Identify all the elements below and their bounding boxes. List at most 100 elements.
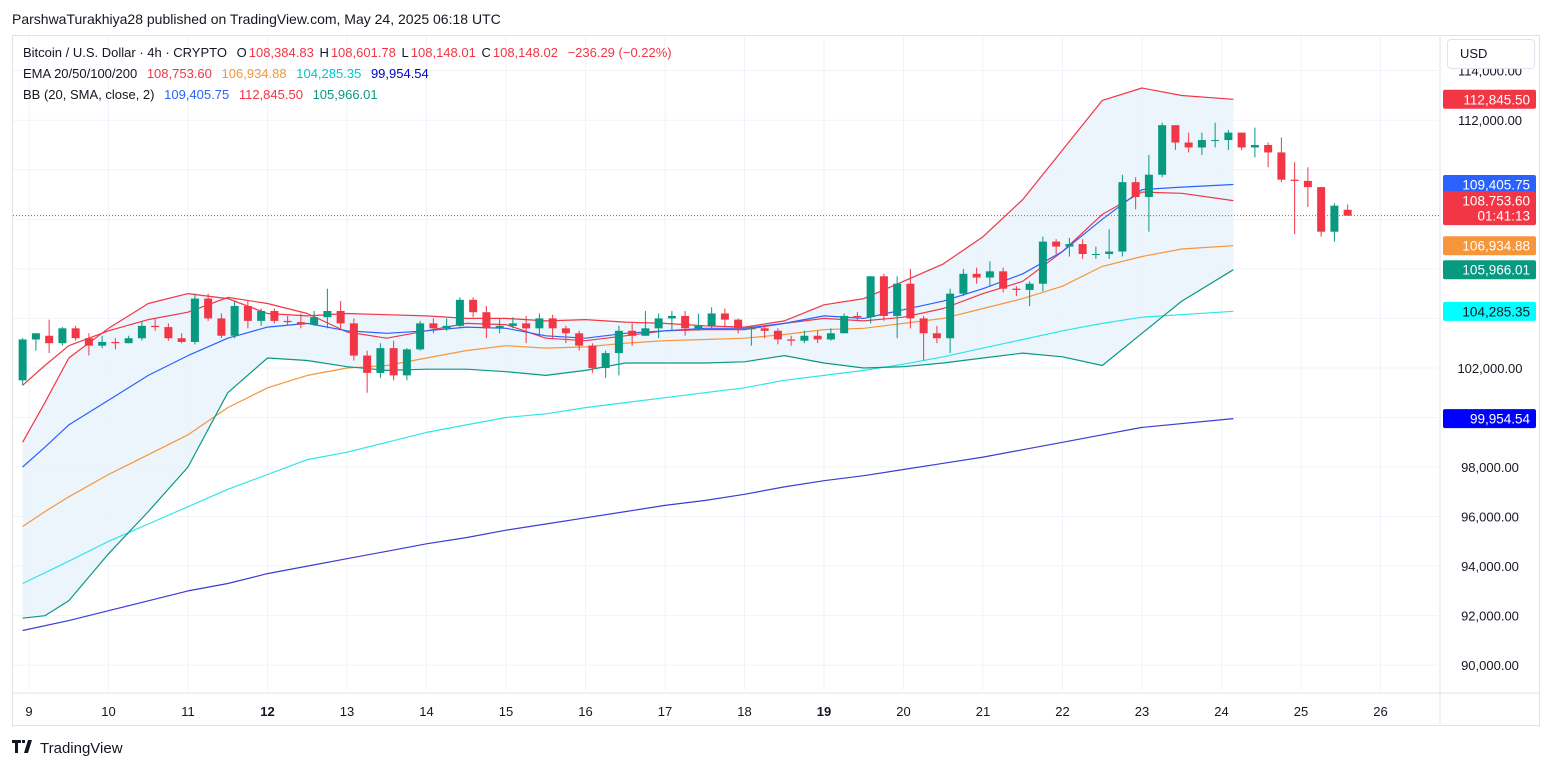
publication-byline: ParshwaTurakhiya28 published on TradingV… [12, 11, 501, 27]
candle-body [1343, 209, 1352, 216]
price-tag-label: 112,845.50 [1463, 92, 1530, 107]
candle-body [906, 283, 915, 319]
candlestick-series [18, 122, 1352, 393]
candle [561, 325, 570, 344]
candle-body [747, 328, 756, 330]
candle-body [959, 273, 968, 294]
candle-body [667, 315, 676, 319]
legend-ema: EMA 20/50/100/200 108,753.60 106,934.88 … [23, 66, 431, 82]
candle-body [628, 330, 637, 336]
candle [959, 268, 968, 297]
candle [217, 313, 226, 339]
bollinger-fill-area [22, 88, 1234, 619]
legend-ema-label: EMA 20/50/100/200 [23, 66, 138, 81]
candle [389, 340, 398, 381]
candle-body [84, 338, 93, 346]
candle [363, 350, 372, 393]
candle [601, 350, 610, 378]
price-tick-label: 98,000.00 [1461, 460, 1519, 475]
candle-body [641, 328, 650, 336]
candle [323, 288, 332, 329]
candle-body [482, 312, 491, 329]
time-tick-label: 23 [1135, 704, 1149, 719]
candle-body [1197, 140, 1206, 148]
legend-open: 108,384.83 [248, 45, 314, 60]
candle [1105, 229, 1114, 259]
candle [1065, 237, 1074, 257]
candle-body [1264, 145, 1273, 153]
candle-body [230, 306, 239, 336]
candle-body [349, 323, 358, 356]
candle-body [31, 333, 40, 340]
price-tick-label: 92,000.00 [1461, 609, 1519, 624]
candle [946, 288, 955, 354]
candle-body [1012, 288, 1021, 290]
price-tag: 112,845.50 [1443, 89, 1536, 109]
candle-body [575, 333, 584, 346]
candle-body [985, 271, 994, 278]
candle [349, 318, 358, 361]
candle [575, 330, 584, 351]
price-tick-label: 102,000.00 [1457, 361, 1522, 376]
candle-body [840, 315, 849, 334]
candle [1250, 127, 1259, 158]
candle [1197, 132, 1206, 155]
legend-bb-basis: 109,405.75 [164, 87, 230, 102]
candle-body [1290, 179, 1299, 181]
brand-name: TradingView [40, 740, 123, 757]
candle [1158, 122, 1167, 178]
candle [18, 338, 27, 386]
candle [230, 301, 239, 339]
candle-body [455, 299, 464, 326]
candle-body [548, 318, 557, 329]
candle [1211, 122, 1220, 148]
candle [1330, 203, 1339, 242]
candle [548, 314, 557, 339]
candle-body [787, 339, 796, 341]
candle [1012, 286, 1021, 297]
time-tick-label: 19 [817, 704, 831, 719]
candle-body [310, 317, 319, 325]
candle-body [720, 313, 729, 320]
candle-body [694, 325, 703, 329]
candle [283, 315, 292, 326]
candle [1237, 132, 1246, 150]
candle-body [879, 276, 888, 316]
candle [482, 306, 491, 339]
time-tick-label: 17 [658, 704, 672, 719]
candle-body [137, 325, 146, 339]
price-tag-bg [1443, 236, 1536, 256]
candle-body [866, 276, 875, 318]
candle [495, 318, 504, 334]
price-tag: 01:41:13 [1443, 206, 1536, 226]
candle-body [508, 323, 517, 326]
time-tick-label: 9 [25, 704, 32, 719]
price-tag: 106,934.88 [1443, 236, 1536, 256]
tradingview-brand[interactable]: TradingView [12, 740, 123, 757]
candle [1303, 167, 1312, 207]
candle [628, 323, 637, 346]
candle-body [972, 273, 981, 278]
candle-body [760, 328, 769, 331]
candle-body [1144, 174, 1153, 198]
candle [1171, 125, 1180, 150]
candle-body [18, 339, 27, 381]
time-tick-label: 26 [1373, 704, 1387, 719]
candle [919, 315, 928, 361]
candle [1131, 177, 1140, 210]
candle [760, 325, 769, 339]
time-tick-label: 20 [896, 704, 910, 719]
candle-body [98, 341, 107, 346]
price-tag-bg [1443, 206, 1536, 226]
currency-button[interactable]: USD [1447, 39, 1535, 69]
candle [151, 318, 160, 331]
bollinger-band-fill [22, 88, 1234, 619]
candle [1224, 130, 1233, 150]
candle [720, 308, 729, 328]
candle [71, 325, 80, 341]
candle [257, 308, 266, 326]
candle-body [681, 315, 690, 329]
candle [734, 318, 743, 334]
